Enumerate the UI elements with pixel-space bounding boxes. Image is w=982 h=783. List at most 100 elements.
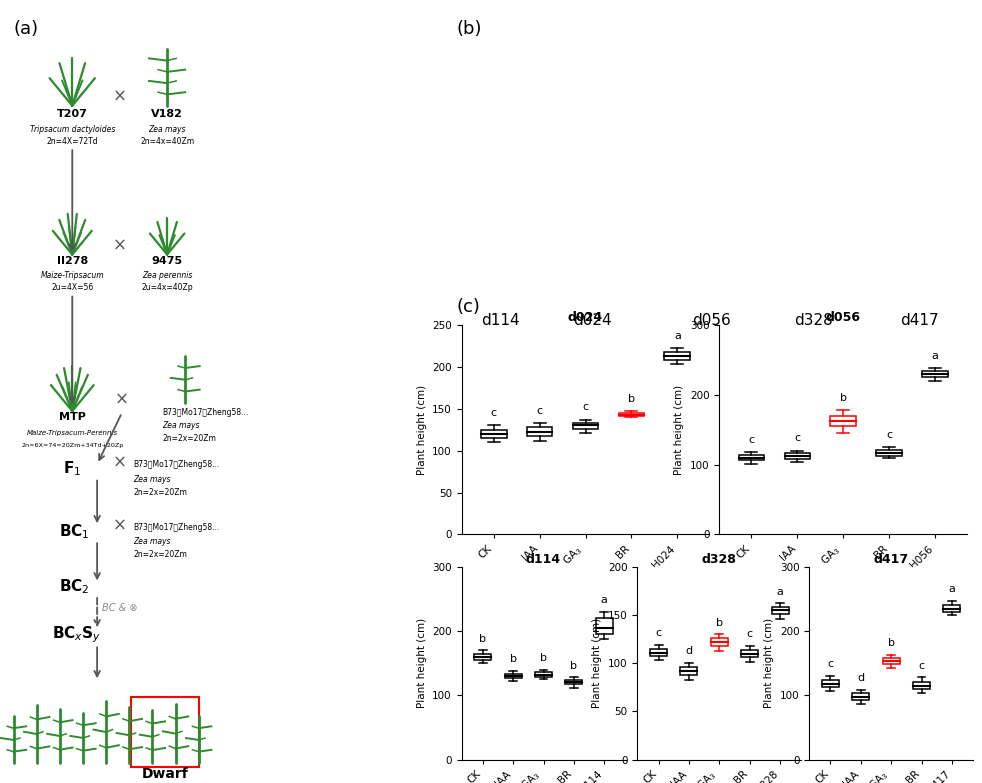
Text: 2n=2x=20Zm: 2n=2x=20Zm (134, 488, 188, 497)
Bar (566, 680, 582, 684)
Text: 2u=4X=56: 2u=4X=56 (51, 283, 93, 293)
Text: a: a (777, 586, 784, 597)
Text: b: b (627, 394, 635, 404)
Bar (474, 654, 491, 660)
Text: c: c (491, 408, 497, 418)
Text: c: c (536, 406, 543, 416)
Title: d024: d024 (568, 311, 603, 324)
Y-axis label: Plant height (cm): Plant height (cm) (675, 384, 684, 474)
Text: ×: × (115, 391, 129, 409)
Y-axis label: Plant height (cm): Plant height (cm) (592, 618, 602, 709)
Text: (c): (c) (457, 298, 480, 316)
Bar (922, 371, 948, 377)
Y-axis label: Plant height (cm): Plant height (cm) (764, 618, 774, 709)
Text: d024: d024 (573, 313, 611, 328)
Text: d: d (685, 647, 692, 656)
Bar (741, 650, 758, 658)
Text: Zea mays: Zea mays (134, 537, 171, 547)
Text: BC$_2$: BC$_2$ (59, 577, 89, 596)
Text: c: c (748, 435, 754, 445)
Text: Maize-Tripsacum-Perennis: Maize-Tripsacum-Perennis (27, 430, 118, 435)
Text: T207: T207 (57, 110, 87, 120)
Text: a: a (674, 331, 681, 341)
Text: 2n=2x=20Zm: 2n=2x=20Zm (134, 550, 188, 560)
Text: b: b (571, 661, 577, 670)
Bar (772, 608, 789, 614)
Text: 9475: 9475 (151, 256, 183, 266)
Text: ×: × (113, 516, 127, 534)
Bar (883, 658, 900, 664)
Text: 2n=4X=72Td: 2n=4X=72Td (46, 137, 98, 146)
Text: ×: × (113, 453, 127, 471)
Text: ×: × (113, 88, 127, 106)
Bar (944, 605, 960, 612)
Text: a: a (601, 595, 608, 605)
Text: c: c (656, 628, 662, 638)
Text: BC$_1$: BC$_1$ (59, 522, 89, 541)
Title: d056: d056 (826, 311, 861, 324)
Text: (a): (a) (14, 20, 38, 38)
Text: c: c (918, 661, 925, 670)
Text: c: c (794, 433, 800, 443)
Bar (738, 455, 764, 460)
Bar (573, 423, 598, 429)
Text: Tripsacum dactyloides: Tripsacum dactyloides (29, 124, 115, 134)
Text: a: a (932, 351, 939, 361)
Bar (131, 697, 198, 767)
Text: BC$_x$S$_y$: BC$_x$S$_y$ (52, 624, 101, 645)
Bar (852, 694, 869, 700)
Text: 2n=6X=74=20Zm+34Td+20Zp: 2n=6X=74=20Zm+34Td+20Zp (21, 443, 124, 448)
Bar (876, 450, 902, 456)
Bar (481, 430, 507, 438)
Text: b: b (716, 618, 723, 627)
Bar (831, 416, 856, 426)
Text: V182: V182 (151, 110, 183, 120)
Text: Zea mays: Zea mays (148, 124, 186, 134)
Text: d114: d114 (481, 313, 520, 328)
Text: ×: × (113, 236, 127, 254)
Text: b: b (888, 638, 895, 648)
Text: d: d (857, 673, 864, 684)
Bar (535, 672, 552, 677)
Text: (b): (b) (457, 20, 482, 38)
Text: c: c (886, 430, 893, 440)
Text: Dwarf: Dwarf (141, 767, 189, 781)
Y-axis label: Plant height (cm): Plant height (cm) (416, 618, 426, 709)
Text: d056: d056 (692, 313, 731, 328)
Text: b: b (510, 654, 517, 664)
Text: Zea mays: Zea mays (134, 474, 171, 484)
Text: d417: d417 (900, 313, 939, 328)
Text: b: b (840, 393, 846, 402)
Text: 2n=4x=40Zm: 2n=4x=40Zm (140, 137, 194, 146)
Text: 2u=4x=40Zp: 2u=4x=40Zp (141, 283, 192, 293)
Text: BC & ⊗: BC & ⊗ (102, 603, 137, 613)
Text: MTP: MTP (59, 413, 85, 423)
Text: b: b (540, 653, 547, 663)
Text: a: a (949, 584, 955, 594)
Bar (913, 682, 930, 689)
Bar (526, 428, 553, 436)
Text: c: c (582, 402, 588, 413)
Bar (650, 648, 667, 656)
Title: d114: d114 (526, 553, 561, 565)
Bar (785, 453, 810, 459)
Text: Maize-Tripsacum: Maize-Tripsacum (40, 271, 104, 280)
Bar (619, 413, 644, 417)
Y-axis label: Plant height (cm): Plant height (cm) (416, 384, 426, 474)
Text: F$_1$: F$_1$ (63, 460, 82, 478)
Bar (822, 680, 839, 687)
Text: 2n=2x=20Zm: 2n=2x=20Zm (163, 434, 216, 443)
Text: c: c (746, 629, 753, 639)
Bar (596, 619, 613, 634)
Bar (711, 638, 728, 646)
Text: B73、Mo17、Zheng58...: B73、Mo17、Zheng58... (134, 460, 220, 470)
Bar (681, 667, 697, 675)
Text: c: c (828, 659, 834, 669)
Bar (505, 674, 521, 678)
Text: B73、Mo17、Zheng58...: B73、Mo17、Zheng58... (134, 523, 220, 532)
Text: B73、Mo17、Zheng58...: B73、Mo17、Zheng58... (163, 408, 248, 417)
Text: Zea mays: Zea mays (163, 421, 200, 431)
Bar (665, 352, 690, 360)
Text: II278: II278 (57, 256, 88, 266)
Text: Zea perennis: Zea perennis (142, 271, 192, 280)
